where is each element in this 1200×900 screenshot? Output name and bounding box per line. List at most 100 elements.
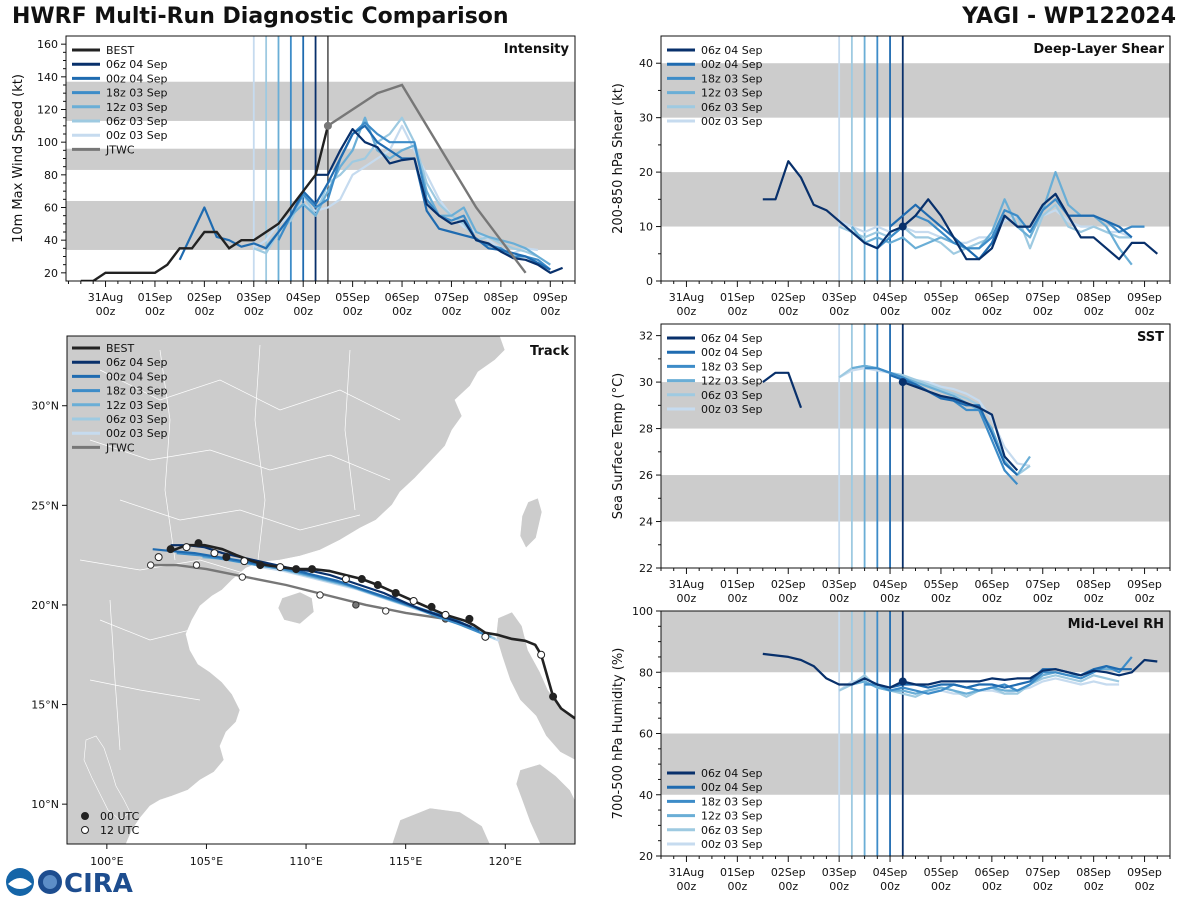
- rh-band-0: [661, 733, 1170, 795]
- intensity-band-2: [66, 81, 575, 121]
- track-ytick-label: 15°N: [31, 699, 59, 712]
- track-marker-legend-symbol: [81, 812, 89, 820]
- rh-xtick-label-hour: 00z: [727, 880, 747, 893]
- sst-xtick-label-hour: 00z: [778, 592, 798, 605]
- intensity-panel: 2040608010012014016031Aug00z01Sep00z02Se…: [11, 35, 576, 318]
- track-legend-label: 18z 03 Sep: [106, 385, 168, 398]
- intensity-series-line: [265, 116, 551, 266]
- intensity-xtick-label-day: 01Sep: [138, 291, 173, 304]
- track-legend-label: JTWC: [105, 441, 135, 454]
- intensity-legend-label: JTWC: [105, 143, 135, 156]
- intensity-ylabel: 10m Max Wind Speed (kt): [11, 74, 26, 243]
- rh-ytick-label: 100: [632, 605, 653, 618]
- track-marker-legend-label: 00 UTC: [100, 810, 140, 823]
- intensity-xtick-label-day: 05Sep: [335, 291, 370, 304]
- shear-ytick-label: 30: [639, 112, 653, 125]
- shear-legend-label: 00z 04 Sep: [701, 58, 763, 71]
- track-jtwc-marker: [382, 607, 390, 615]
- sst-ytick-label: 30: [639, 376, 653, 389]
- intensity-xtick-label-day: 04Sep: [286, 291, 321, 304]
- intensity-xtick-label-hour: 00z: [145, 305, 165, 318]
- intensity-ytick-label: 140: [37, 71, 58, 84]
- sst-xtick-label-hour: 00z: [677, 592, 697, 605]
- taiwan-island: [519, 497, 543, 549]
- sst-xtick-label-hour: 00z: [982, 592, 1002, 605]
- sst-xtick-label-day: 07Sep: [1025, 578, 1060, 591]
- shear-xtick-label-hour: 00z: [829, 305, 849, 318]
- shear-title: Deep-Layer Shear: [1033, 42, 1164, 57]
- intensity-legend-label: 06z 03 Sep: [106, 115, 168, 128]
- intensity-xtick-label-hour: 00z: [442, 305, 462, 318]
- sst-xtick-label-hour: 00z: [727, 592, 747, 605]
- sst-xtick-label-hour: 00z: [880, 592, 900, 605]
- intensity-ytick-label: 100: [37, 136, 58, 149]
- track-xtick-label: 110°E: [289, 855, 322, 868]
- rh-legend-label: 00z 03 Sep: [701, 838, 763, 851]
- track-best-marker: [256, 561, 265, 570]
- intensity-ytick-label: 60: [44, 202, 58, 215]
- sst-xtick-label-hour: 00z: [931, 592, 951, 605]
- storm-title: YAGI - WP122024: [962, 4, 1176, 29]
- track-best-marker: [210, 549, 219, 558]
- intensity-ytick-label: 40: [44, 234, 58, 247]
- sst-xtick-label-day: 08Sep: [1076, 578, 1111, 591]
- track-legend-label: 06z 04 Sep: [106, 356, 168, 369]
- track-ytick-label: 10°N: [31, 798, 59, 811]
- intensity-legend-label: 18z 03 Sep: [106, 87, 168, 100]
- shear-xtick-label-hour: 00z: [727, 305, 747, 318]
- malay-peninsula: [83, 735, 131, 821]
- shear-xtick-label-hour: 00z: [880, 305, 900, 318]
- intensity-ytick-label: 160: [37, 38, 58, 51]
- sst-ytick-label: 24: [639, 516, 653, 529]
- intensity-xtick-label-hour: 00z: [540, 305, 560, 318]
- shear-current-point: [898, 222, 907, 231]
- sst-legend-label: 18z 03 Sep: [701, 360, 763, 373]
- sst-xtick-label-hour: 00z: [1033, 592, 1053, 605]
- shear-band-1: [661, 63, 1170, 118]
- rh-xtick-label-hour: 00z: [1084, 880, 1104, 893]
- rh-xtick-label-hour: 00z: [880, 880, 900, 893]
- sst-current-point: [898, 378, 907, 387]
- rh-xtick-label-hour: 00z: [677, 880, 697, 893]
- shear-xtick-label-hour: 00z: [1033, 305, 1053, 318]
- track-best-marker: [549, 692, 558, 701]
- sst-ytick-label: 32: [639, 330, 653, 343]
- shear-ytick-label: 0: [646, 275, 653, 288]
- shear-xtick-label-day: 08Sep: [1076, 291, 1111, 304]
- rh-current-point: [898, 677, 907, 686]
- sst-xtick-label-day: 04Sep: [873, 578, 908, 591]
- intensity-xtick-label-day: 03Sep: [236, 291, 271, 304]
- intensity-xtick-label-day: 31Aug: [88, 291, 123, 304]
- noaa-logo: [6, 868, 34, 896]
- track-legend-label: 12z 03 Sep: [106, 399, 168, 412]
- rh-ytick-label: 20: [639, 850, 653, 863]
- sst-legend-label: 06z 03 Sep: [701, 389, 763, 402]
- track-xtick-label: 105°E: [190, 855, 223, 868]
- track-jtwc-marker: [352, 601, 360, 609]
- sst-band-0: [661, 475, 1170, 522]
- sst-panel: 22242628303231Aug00z01Sep00z02Sep00z03Se…: [611, 323, 1171, 605]
- shear-ytick-label: 10: [639, 221, 653, 234]
- shear-xtick-label-day: 01Sep: [720, 291, 755, 304]
- track-best-marker: [357, 575, 366, 584]
- intensity-legend-label: 12z 03 Sep: [106, 101, 168, 114]
- track-frame: [66, 335, 576, 845]
- shear-xtick-label-day: 05Sep: [924, 291, 959, 304]
- track-best-line: [170, 543, 575, 720]
- sst-xtick-label-day: 09Sep: [1127, 578, 1162, 591]
- sst-legend-label: 00z 04 Sep: [701, 346, 763, 359]
- rh-xtick-label-day: 07Sep: [1025, 866, 1060, 879]
- track-best-marker: [391, 588, 400, 597]
- track-best-marker: [154, 553, 163, 562]
- track-best-marker: [276, 563, 285, 572]
- intensity-xtick-label-day: 06Sep: [385, 291, 420, 304]
- track-marker-legend-label: 12 UTC: [100, 824, 140, 837]
- shear-legend-label: 06z 03 Sep: [701, 101, 763, 114]
- track-jtwc-marker: [238, 573, 247, 581]
- rh-xtick-label-hour: 00z: [1033, 880, 1053, 893]
- intensity-ytick-label: 120: [37, 104, 58, 117]
- sst-xtick-label-day: 03Sep: [822, 578, 857, 591]
